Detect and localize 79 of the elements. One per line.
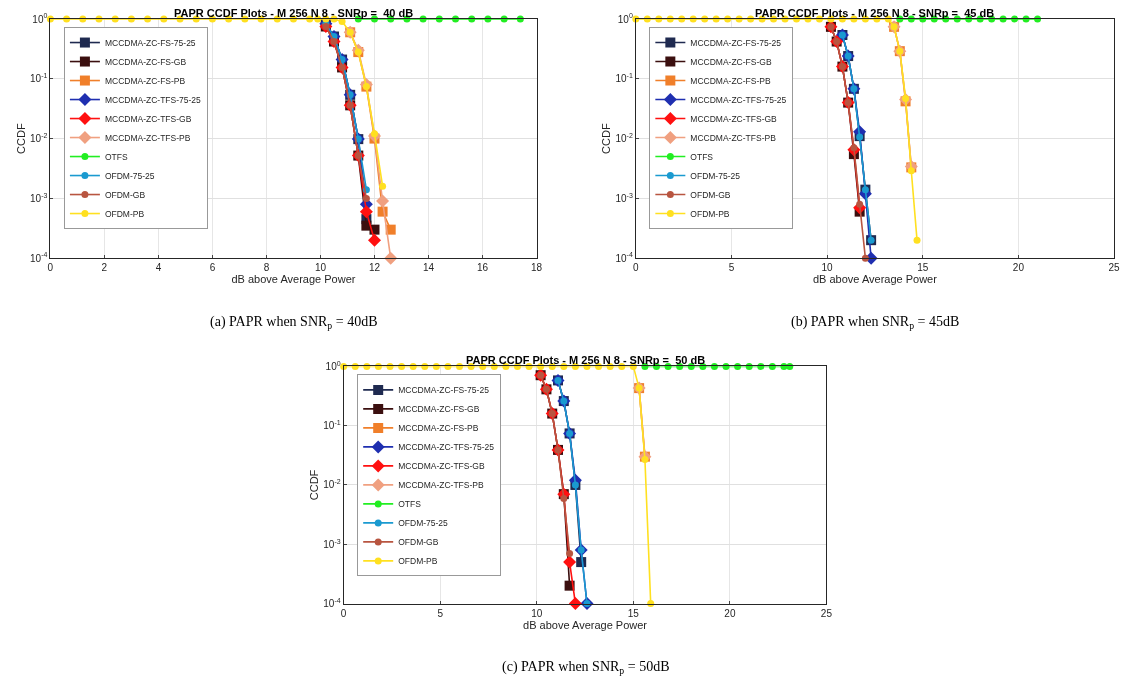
y-tick-label: 10$^{-1}$ [323, 418, 341, 432]
x-tick-label: 6 [209, 262, 216, 274]
y-axis-title: CCDF [600, 123, 613, 154]
y-tick-label: 10$^{-4}$ [615, 251, 633, 264]
legend-label: MCCDMA-ZC-TFS-75-25 [398, 442, 495, 453]
legend-label: OFDM-75-25 [690, 170, 741, 181]
chart-title: PAPR CCDF Plots - M 256 N 8 - SNRp = 50 dB [466, 354, 706, 366]
x-tick-label: 25 [1108, 262, 1121, 274]
y-tick-label: 10$^{-3}$ [323, 537, 341, 550]
chart-title: PAPR CCDF Plots - M 256 N 8 - SNRp = 45 dB [755, 7, 995, 19]
text: (a) PAPR when SNR$_{p}$ = 40dB [210, 314, 378, 331]
legend-label: OFDM-GB [690, 189, 731, 200]
y-tick-label: 10$^{-4}$ [30, 251, 48, 264]
legend-label: OFDM-GB [398, 537, 439, 548]
y-tick-label: 10$^{-2}$ [323, 478, 341, 491]
x-axis-title: dB above Average Power [523, 618, 648, 631]
y-axis-title: CCDF [14, 123, 27, 154]
x-tick-label: 10 [821, 262, 834, 274]
legend-label: MCCDMA-ZC-TFS-PB [104, 132, 191, 143]
legend-label: MCCDMA-ZC-FS-PB [398, 423, 479, 434]
legend-label: MCCDMA-ZC-FS-GB [690, 56, 772, 67]
x-tick-label: 14 [422, 262, 435, 274]
legend-label: OFDM-75-25 [398, 518, 449, 529]
x-tick-label: 15 [627, 607, 640, 619]
y-tick-label: 10$^{0}$ [617, 12, 633, 25]
x-tick-label: 4 [155, 262, 162, 274]
legend-label: MCCDMA-ZC-TFS-GB [690, 113, 778, 124]
x-tick-label: 10 [314, 262, 327, 274]
legend-label: MCCDMA-ZC-TFS-PB [398, 480, 484, 491]
legend-label: MCCDMA-ZC-FS-PB [690, 75, 771, 86]
legend-label: MCCDMA-ZC-TFS-PB [690, 132, 777, 143]
x-tick-label: 8 [263, 262, 270, 274]
text: (c) PAPR when SNR$_{p}$ = 50dB [502, 659, 670, 676]
chart-title: PAPR CCDF Plots - M 256 N 8 - SNRp = 40 dB [174, 7, 414, 19]
x-tick-label: 5 [728, 262, 735, 274]
x-tick-label: 20 [1012, 262, 1025, 274]
x-tick-label: 2 [101, 262, 108, 274]
x-tick-label: 16 [476, 262, 489, 274]
legend-label: OFDM-PB [104, 208, 145, 219]
legend-label: MCCDMA-ZC-TFS-GB [104, 113, 192, 124]
text: (b) PAPR when SNR$_{p}$ = 45dB [791, 314, 960, 331]
legend-label: OFDM-PB [398, 556, 438, 567]
legend-label: OTFS [690, 151, 714, 162]
legend-label: OFDM-GB [104, 189, 146, 200]
legend-label: MCCDMA-ZC-FS-75-25 [690, 37, 782, 48]
legend-label: OFDM-75-25 [104, 170, 155, 181]
x-tick-label: 18 [530, 262, 543, 274]
x-tick-label: 25 [820, 607, 833, 619]
x-tick-label: 0 [633, 262, 640, 274]
legend-label: MCCDMA-ZC-FS-75-25 [398, 385, 490, 396]
x-tick-label: 0 [340, 607, 347, 619]
y-tick-label: 10$^{-4}$ [323, 596, 341, 610]
x-axis-title: dB above Average Power [231, 273, 356, 286]
y-tick-label: 10$^{-2}$ [30, 131, 48, 145]
legend-label: OTFS [398, 499, 422, 510]
y-tick-label: 10$^{0}$ [325, 359, 341, 372]
x-tick-label: 5 [437, 607, 444, 619]
x-axis-title: dB above Average Power [812, 273, 938, 286]
legend-label: MCCDMA-ZC-FS-GB [398, 404, 480, 415]
legend-label: MCCDMA-ZC-TFS-75-25 [104, 94, 202, 105]
x-tick-label: 10 [531, 607, 543, 619]
x-tick-label: 12 [368, 262, 381, 274]
legend-label: MCCDMA-ZC-FS-GB [104, 56, 187, 67]
x-tick-label: 20 [724, 607, 736, 619]
y-axis-title: CCDF [307, 469, 320, 501]
legend-label: MCCDMA-ZC-TFS-75-25 [690, 94, 787, 105]
legend-label: OFDM-PB [690, 208, 730, 219]
legend-label: MCCDMA-ZC-FS-PB [104, 75, 186, 86]
y-tick-label: 10$^{-3}$ [30, 191, 48, 204]
legend-label: MCCDMA-ZC-FS-75-25 [104, 37, 196, 48]
legend-label: MCCDMA-ZC-TFS-GB [398, 461, 485, 472]
y-tick-label: 10$^{-1}$ [615, 72, 633, 85]
x-tick-label: 15 [917, 262, 929, 274]
y-tick-label: 10$^{-2}$ [615, 131, 633, 145]
y-tick-label: 10$^{-1}$ [30, 72, 48, 85]
x-tick-label: 0 [47, 262, 54, 274]
legend-label: OTFS [104, 151, 128, 162]
y-tick-label: 10$^{-3}$ [615, 191, 633, 204]
y-tick-label: 10$^{0}$ [32, 12, 48, 25]
